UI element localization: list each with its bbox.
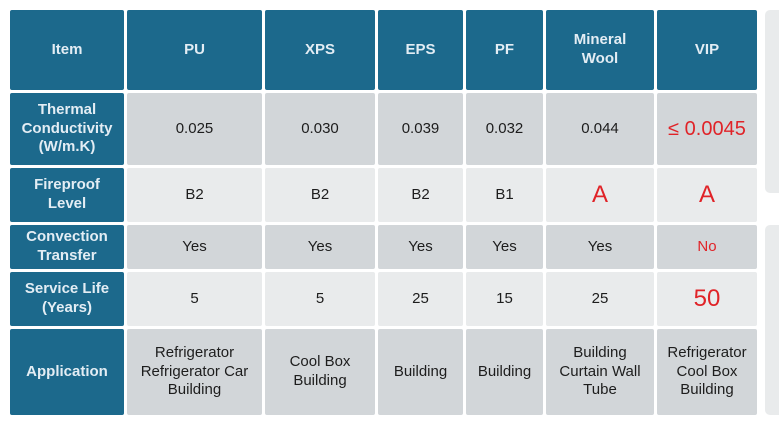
adjacent-element-edge-bottom — [765, 225, 779, 415]
cell-convection-vip: No — [657, 225, 757, 269]
comparison-table: Item PU XPS EPS PF Mineral Wool VIP Ther… — [10, 10, 757, 415]
cell-application-vip: Refrigerator Cool Box Building — [657, 329, 757, 415]
cell-thermal-vip: ≤ 0.0045 — [657, 93, 757, 165]
cell-convection-pu: Yes — [127, 225, 262, 269]
cell-application-eps: Building — [378, 329, 463, 415]
cell-fireproof-xps: B2 — [265, 168, 375, 222]
cell-thermal-mineral-wool: 0.044 — [546, 93, 654, 165]
cell-fireproof-vip: A — [657, 168, 757, 222]
cell-thermal-pu: 0.025 — [127, 93, 262, 165]
cell-thermal-pf: 0.032 — [466, 93, 543, 165]
adjacent-element-edge-top — [765, 10, 779, 193]
cell-fireproof-mineral-wool: A — [546, 168, 654, 222]
cell-service-life-eps: 25 — [378, 272, 463, 326]
cell-service-life-mineral-wool: 25 — [546, 272, 654, 326]
row-header-service-life: Service Life (Years) — [10, 272, 124, 326]
cell-application-xps: Cool Box Building — [265, 329, 375, 415]
column-header-eps: EPS — [378, 10, 463, 90]
cell-application-pu: Refrigerator Refrigerator Car Building — [127, 329, 262, 415]
column-header-item: Item — [10, 10, 124, 90]
cell-convection-mineral-wool: Yes — [546, 225, 654, 269]
column-header-pu: PU — [127, 10, 262, 90]
cell-service-life-pf: 15 — [466, 272, 543, 326]
cell-service-life-xps: 5 — [265, 272, 375, 326]
column-header-mineral-wool: Mineral Wool — [546, 10, 654, 90]
cell-fireproof-pu: B2 — [127, 168, 262, 222]
cell-convection-xps: Yes — [265, 225, 375, 269]
cell-service-life-pu: 5 — [127, 272, 262, 326]
cell-application-pf: Building — [466, 329, 543, 415]
cell-thermal-xps: 0.030 — [265, 93, 375, 165]
row-header-convection-transfer: Convection Transfer — [10, 225, 124, 269]
row-header-thermal-conductivity: Thermal Conductivity (W/m.K) — [10, 93, 124, 165]
column-header-xps: XPS — [265, 10, 375, 90]
cell-thermal-eps: 0.039 — [378, 93, 463, 165]
cell-service-life-vip: 50 — [657, 272, 757, 326]
column-header-pf: PF — [466, 10, 543, 90]
cell-convection-eps: Yes — [378, 225, 463, 269]
cell-fireproof-pf: B1 — [466, 168, 543, 222]
row-header-fireproof-level: Fireproof Level — [10, 168, 124, 222]
row-header-application: Application — [10, 329, 124, 415]
column-header-vip: VIP — [657, 10, 757, 90]
cell-convection-pf: Yes — [466, 225, 543, 269]
cell-fireproof-eps: B2 — [378, 168, 463, 222]
cell-application-mineral-wool: Building Curtain Wall Tube — [546, 329, 654, 415]
